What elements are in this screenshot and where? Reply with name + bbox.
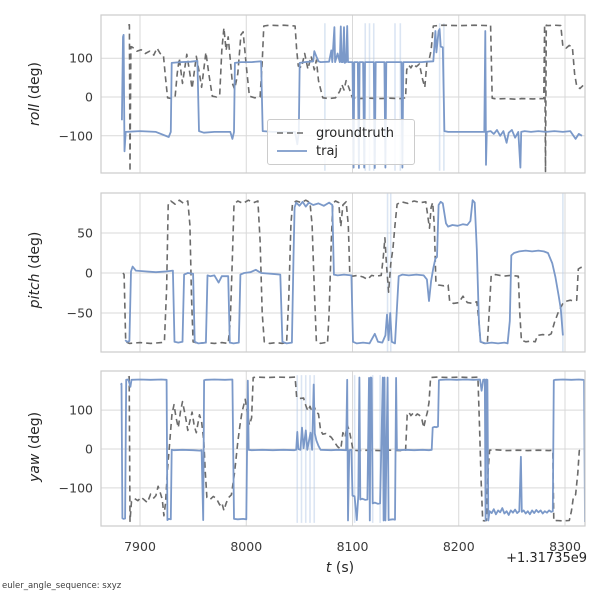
x-axis-label: t (s) (325, 560, 355, 576)
roll-axes-border (100, 14, 586, 174)
x-tick-label: 8200 (443, 539, 475, 554)
yaw-axis-label: yaw (deg) (27, 411, 43, 483)
yaw-ytick-label: 100 (69, 403, 93, 418)
x-tick-label: 8000 (230, 539, 262, 554)
legend-traj-line-sample (277, 150, 307, 152)
legend-label-traj: traj (316, 143, 339, 159)
legend-item-traj: traj (276, 143, 406, 160)
roll-ytick-label: 0 (85, 90, 93, 105)
legend-item-groundtruth: groundtruth (276, 125, 406, 142)
euler-sequence-annotation: euler_angle_sequence: sxyz (2, 581, 122, 591)
pitch-axis-label: pitch (deg) (27, 231, 43, 309)
pitch-series-group (122, 193, 585, 352)
x-tick-label: 7900 (124, 539, 156, 554)
legend-label-groundtruth: groundtruth (316, 125, 395, 141)
pitch-ytick-label: 0 (85, 266, 93, 281)
legend: groundtruth traj (267, 119, 415, 165)
roll-axis-label: roll (deg) (27, 62, 43, 126)
yaw-series-group (120, 375, 585, 523)
pitch-traj-line (124, 199, 564, 345)
pitch-ytick-label: 50 (77, 226, 93, 241)
x-tick-label: 8100 (337, 539, 369, 554)
roll-ytick-label: 100 (69, 51, 93, 66)
pitch-axes-border (100, 192, 586, 353)
roll-ytick-label: −100 (59, 128, 93, 143)
pitch-ytick-label: −50 (67, 306, 93, 321)
legend-groundtruth-line-sample (277, 132, 307, 134)
yaw-ytick-label: −100 (59, 480, 93, 495)
x-tick-label: 8300 (549, 539, 581, 554)
pitch-groundtruth-line (122, 199, 585, 345)
yaw-traj-line (120, 376, 585, 523)
roll-traj-line (121, 25, 583, 169)
x-axis-offset-text: +1.31735e9 (506, 551, 587, 566)
yaw-axes-border (100, 370, 586, 527)
yaw-ytick-label: 0 (85, 442, 93, 457)
